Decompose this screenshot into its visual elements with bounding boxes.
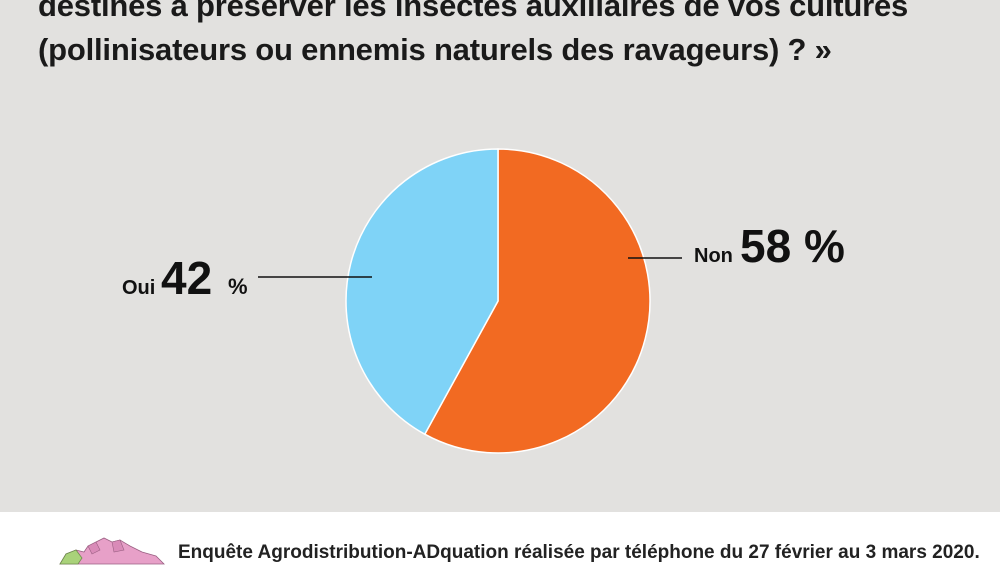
pie-slice-oui <box>345 148 499 436</box>
pie-chart: Non 58 % Oui 42 % <box>122 148 845 454</box>
region-map-icon <box>59 537 165 565</box>
footer: Enquête Agrodistribution-ADquation réali… <box>0 512 1000 565</box>
chart-question-title: destinés à préserver les insectes auxili… <box>38 0 988 72</box>
pie-slice-non <box>423 148 651 454</box>
label-oui-name: Oui <box>122 277 155 299</box>
title-line-2: (pollinisateurs ou ennemis naturels des … <box>38 32 832 67</box>
label-non-name: Non <box>694 245 733 267</box>
pie-slices <box>345 148 651 454</box>
label-non-value: 58 % <box>740 220 845 272</box>
label-oui-number: 42 <box>161 252 212 304</box>
title-line-1: destinés à préserver les insectes auxili… <box>38 0 909 23</box>
survey-footnote: Enquête Agrodistribution-ADquation réali… <box>178 542 980 563</box>
label-oui-percent: % <box>228 274 248 299</box>
